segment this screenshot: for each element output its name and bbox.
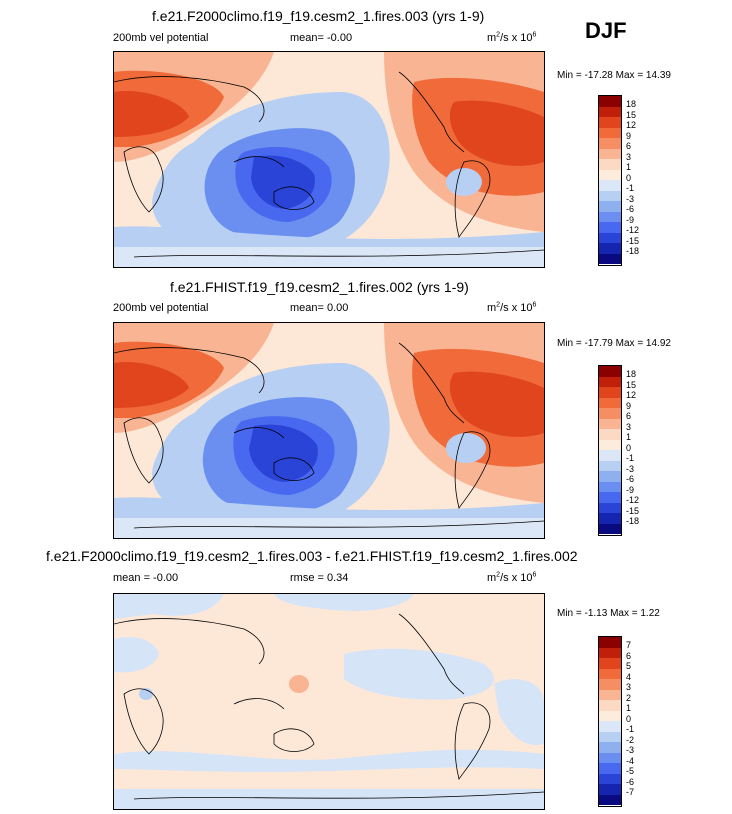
cb-label: -3	[626, 745, 635, 755]
cb-label: 3	[626, 152, 632, 162]
cb-label: 6	[626, 411, 632, 421]
cb-label: -18	[626, 516, 640, 526]
panel1-title: f.e21.F2000climo.f19_f19.cesm2_1.fires.0…	[152, 8, 485, 24]
panel2-variable-label: 200mb vel potential	[113, 302, 209, 314]
panel3-rmse: rmse = 0.34	[290, 572, 349, 584]
panel1-mean: mean= -0.00	[290, 32, 353, 44]
cb-label: 1	[626, 703, 632, 713]
cb-label: -9	[626, 215, 635, 225]
cb-label: -9	[626, 485, 635, 495]
cb-label: -3	[626, 464, 635, 474]
cb-label: 7	[626, 640, 632, 650]
panel1-units: m2/s x 106	[487, 31, 537, 44]
cb-label: -7	[626, 787, 635, 797]
panel1-minmax: Min = -17.28 Max = 14.39	[557, 70, 671, 81]
cb-label: -6	[626, 204, 635, 214]
panel2-title: f.e21.FHIST.f19_f19.cesm2_1.fires.002 (y…	[170, 279, 469, 295]
panel3-colorbar	[598, 636, 622, 807]
cb-label: 12	[626, 390, 637, 400]
cb-label: 0	[626, 173, 632, 183]
panel3-mean: mean = -0.00	[113, 572, 179, 584]
cb-label: 9	[626, 401, 632, 411]
cb-label: 18	[626, 369, 637, 379]
panel2-colorbar	[598, 365, 622, 536]
panel1-colorbar	[598, 95, 622, 266]
panel2-map	[113, 322, 545, 539]
cb-label: 12	[626, 120, 637, 130]
cb-label: 15	[626, 380, 637, 390]
panel2-colorbar-labels: 18 15 12 9 6 3 1 0 -1 -3 -6 -9 -12 -15 -…	[626, 365, 666, 534]
cb-label: 0	[626, 443, 632, 453]
cb-label: 5	[626, 661, 632, 671]
panel2-units: m2/s x 106	[487, 301, 537, 314]
cb-label: -6	[626, 474, 635, 484]
cb-label: 4	[626, 672, 632, 682]
cb-label: -12	[626, 225, 640, 235]
cb-label: -1	[626, 724, 635, 734]
cb-label: -3	[626, 194, 635, 204]
panel1-variable-label: 200mb vel potential	[113, 32, 209, 44]
season-label: DJF	[585, 18, 627, 43]
cb-label: -15	[626, 236, 640, 246]
panel3-map	[113, 593, 545, 810]
cb-label: -4	[626, 756, 635, 766]
cb-label: 1	[626, 432, 632, 442]
cb-label: -18	[626, 246, 640, 256]
cb-label: -6	[626, 777, 635, 787]
panel3-title: f.e21.F2000climo.f19_f19.cesm2_1.fires.0…	[46, 548, 578, 564]
cb-label: 1	[626, 162, 632, 172]
cb-label: 3	[626, 682, 632, 692]
panel1-map	[113, 51, 545, 268]
cb-label: 9	[626, 131, 632, 141]
cb-label: -5	[626, 766, 635, 776]
cb-label: 2	[626, 693, 632, 703]
cb-label: 15	[626, 110, 637, 120]
cb-label: 6	[626, 141, 632, 151]
cb-label: 18	[626, 99, 637, 109]
panel2-minmax: Min = -17.79 Max = 14.92	[557, 338, 671, 349]
panel3-colorbar-labels: 7 6 5 4 3 2 1 0 -1 -2 -3 -4 -5 -6 -7	[626, 636, 666, 805]
panel1-colorbar-labels: 18 15 12 9 6 3 1 0 -1 -3 -6 -9 -12 -15 -…	[626, 95, 666, 264]
panel2-mean: mean= 0.00	[290, 302, 349, 314]
cb-label: -1	[626, 183, 635, 193]
cb-label: -15	[626, 506, 640, 516]
cb-label: -1	[626, 453, 635, 463]
cb-label: -2	[626, 735, 635, 745]
cb-label: -12	[626, 495, 640, 505]
cb-label: 6	[626, 651, 632, 661]
panel3-units: m2/s x 106	[487, 571, 537, 584]
cb-label: 0	[626, 714, 632, 724]
panel3-minmax: Min = -1.13 Max = 1.22	[557, 608, 660, 619]
cb-label: 3	[626, 422, 632, 432]
